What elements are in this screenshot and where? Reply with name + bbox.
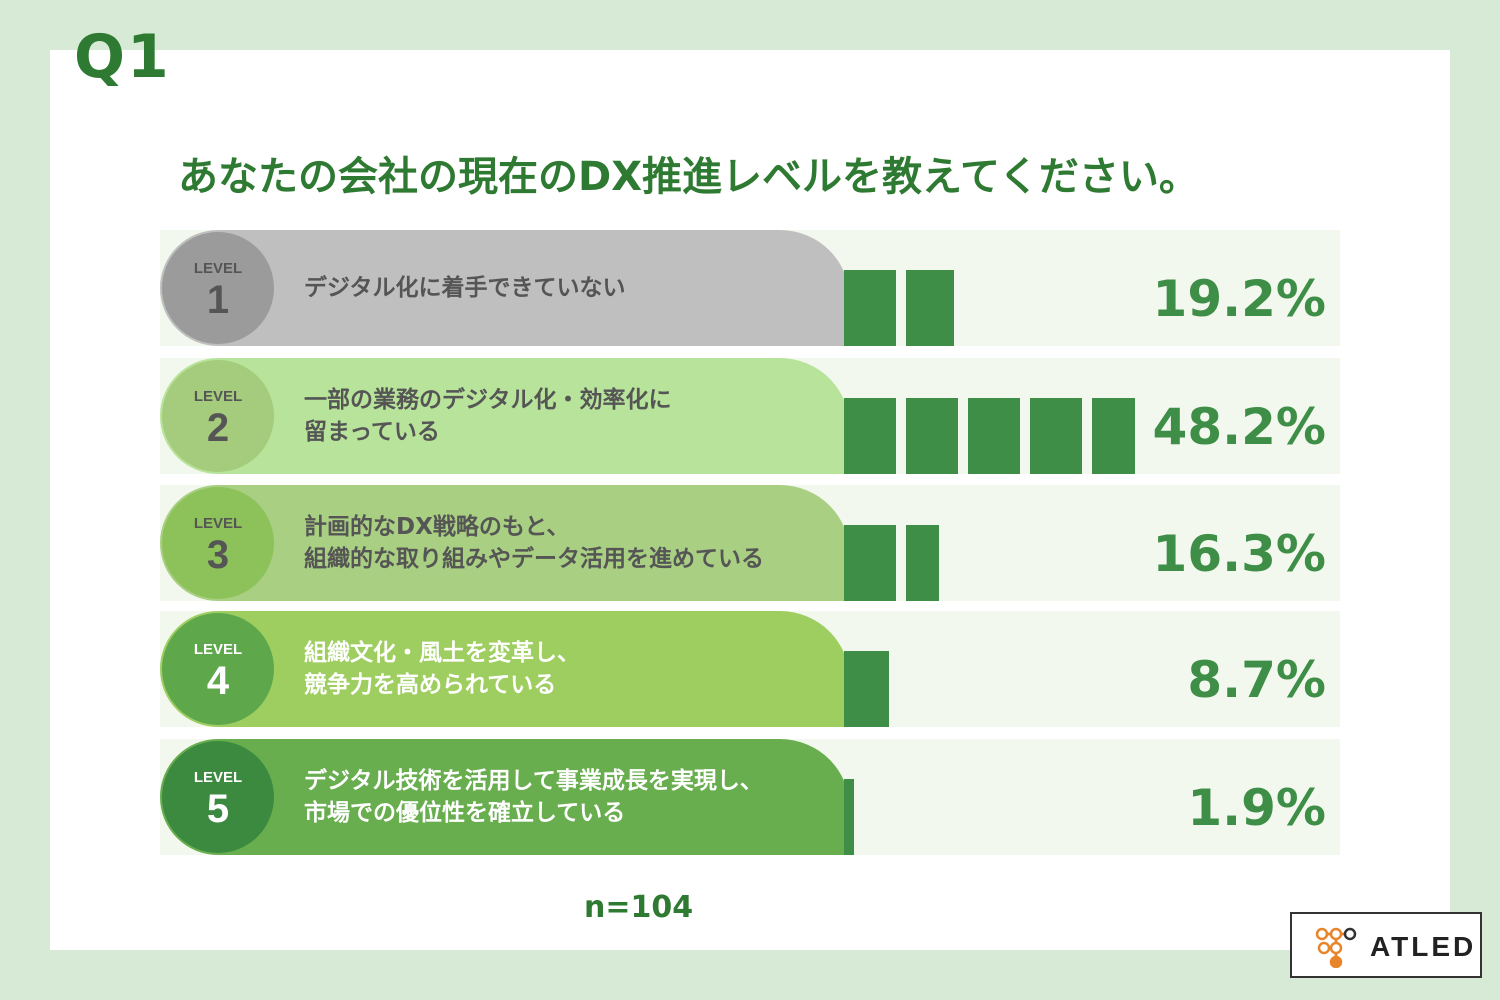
bar-segment [844, 398, 896, 474]
value-label: 19.2% [1152, 270, 1326, 328]
question-number: Q1 [74, 22, 171, 92]
level-word: LEVEL [193, 641, 243, 658]
atled-logo: ATLED [1290, 912, 1482, 978]
category-label: デジタル技術を活用して事業成長を実現し、 市場での優位性を確立している [304, 767, 763, 826]
level-word: LEVEL [193, 388, 243, 405]
bar [844, 525, 1174, 601]
category-label: 組織文化・風土を変革し、 競争力を高められている [304, 639, 580, 698]
bar [844, 398, 1174, 474]
bar-segment [844, 651, 890, 727]
chart-row-level-4: LEVEL 4 組織文化・風土を変革し、 競争力を高められている 8.7% [160, 611, 1340, 727]
chart-row-level-2: LEVEL 2 一部の業務のデジタル化・効率化に 留まっている 48.2% [160, 358, 1340, 474]
bar [844, 651, 1174, 727]
level-number: 1 [206, 278, 230, 322]
bar-segment [1030, 398, 1082, 474]
logo-mark-icon [1315, 927, 1357, 968]
level-badge: LEVEL 1 [162, 232, 274, 344]
level-badge: LEVEL 5 [162, 741, 274, 853]
level-word: LEVEL [193, 515, 243, 532]
category-label: 一部の業務のデジタル化・効率化に 留まっている [304, 386, 672, 445]
level-number: 2 [206, 406, 230, 450]
bar-segment [906, 398, 958, 474]
value-label: 1.9% [1187, 779, 1326, 837]
bar-segment [1092, 398, 1135, 474]
value-label: 48.2% [1152, 398, 1326, 456]
chart-row-level-5: LEVEL 5 デジタル技術を活用して事業成長を実現し、 市場での優位性を確立してい… [160, 739, 1340, 855]
level-badge: LEVEL 4 [162, 613, 274, 725]
bar-segment [844, 779, 854, 855]
bar-segment [844, 525, 896, 601]
level-pill: LEVEL 5 デジタル技術を活用して事業成長を実現し、 市場での優位性を確立してい… [160, 739, 850, 855]
category-label: デジタル化に着手できていない [304, 274, 626, 301]
level-badge: LEVEL 2 [162, 360, 274, 472]
chart-row-level-1: LEVEL 1 デジタル化に着手できていない 19.2% [160, 230, 1340, 346]
sample-size: n=104 [584, 890, 694, 925]
chart-row-level-3: LEVEL 3 計画的なDX戦略のもと、 組織的な取り組みやデータ活用を進めている 1… [160, 485, 1340, 601]
bar-segment [906, 525, 939, 601]
level-pill: LEVEL 3 計画的なDX戦略のもと、 組織的な取り組みやデータ活用を進めている [160, 485, 850, 601]
bar [844, 779, 1174, 855]
level-number: 3 [206, 533, 230, 577]
logo-text: ATLED [1370, 931, 1477, 962]
bar [844, 270, 1174, 346]
question-title: あなたの会社の現在のDX推進レベルを教えてください。 [178, 154, 1199, 200]
level-pill: LEVEL 1 デジタル化に着手できていない [160, 230, 850, 346]
level-word: LEVEL [193, 260, 243, 277]
bar-segment [906, 270, 954, 346]
level-number: 5 [206, 787, 230, 831]
bar-segment [844, 270, 896, 346]
level-number: 4 [206, 659, 230, 703]
level-word: LEVEL [193, 769, 243, 786]
level-badge: LEVEL 3 [162, 487, 274, 599]
value-label: 8.7% [1187, 651, 1326, 709]
level-pill: LEVEL 2 一部の業務のデジタル化・効率化に 留まっている [160, 358, 850, 474]
level-pill: LEVEL 4 組織文化・風土を変革し、 競争力を高められている [160, 611, 850, 727]
bar-segment [968, 398, 1020, 474]
value-label: 16.3% [1152, 525, 1326, 583]
category-label: 計画的なDX戦略のもと、 組織的な取り組みやデータ活用を進めている [304, 513, 764, 572]
